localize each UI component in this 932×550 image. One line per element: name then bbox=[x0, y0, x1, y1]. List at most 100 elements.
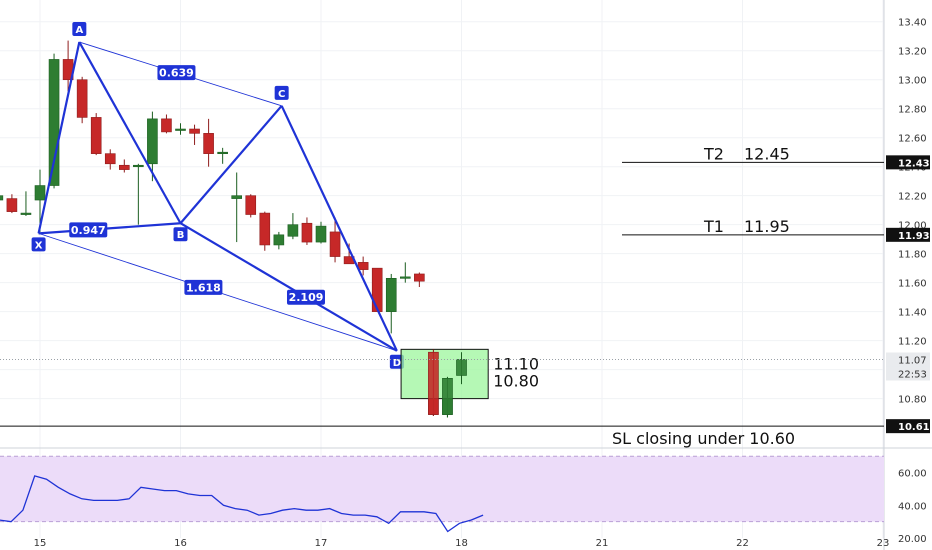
candle-body bbox=[428, 351, 439, 415]
pattern-leg bbox=[37, 41, 81, 234]
candle-body bbox=[147, 118, 158, 165]
target-name: T2 bbox=[703, 144, 724, 163]
candle-body bbox=[456, 359, 467, 376]
time-tick-label: 21 bbox=[596, 538, 609, 549]
price-tick-label: 11.20 bbox=[898, 337, 927, 348]
pattern-point-label: X bbox=[35, 240, 43, 251]
time-tick-label: 15 bbox=[34, 538, 47, 549]
price-tick-label: 12.00 bbox=[898, 221, 927, 232]
zone-lower-label: 10.80 bbox=[493, 371, 539, 390]
time-tick-label: 23 bbox=[877, 538, 890, 549]
candle-body bbox=[231, 195, 242, 199]
candle-body bbox=[133, 164, 144, 168]
candle-body bbox=[175, 128, 186, 131]
stop-price-tag-text: 10.61 bbox=[898, 422, 930, 433]
ratio-label: 1.618 bbox=[186, 281, 221, 294]
pattern-point-label: D bbox=[393, 358, 401, 369]
candle-body bbox=[217, 151, 228, 154]
candle-body bbox=[245, 195, 257, 215]
pattern-point-label: B bbox=[177, 230, 185, 241]
ratio-badge bbox=[184, 279, 223, 295]
oscillator-tick-label: 20.00 bbox=[898, 534, 927, 545]
stop-price-tag bbox=[886, 419, 930, 434]
current-price-tag-timer-text: 22:53 bbox=[898, 369, 927, 380]
ratio-badge bbox=[286, 289, 325, 305]
candle-body bbox=[48, 59, 60, 186]
price-tick-label: 11.80 bbox=[898, 250, 927, 261]
candle-body bbox=[189, 128, 200, 134]
target-price-tag bbox=[886, 227, 930, 242]
price-tick-label: 12.20 bbox=[898, 192, 927, 203]
oscillator-band bbox=[0, 456, 884, 522]
candle-body bbox=[20, 212, 32, 215]
pattern-point-badge bbox=[31, 237, 46, 252]
axes: 13.4013.2013.0012.8012.6012.4012.2012.00… bbox=[34, 18, 930, 549]
pattern-point-label: A bbox=[75, 25, 83, 36]
time-tick-label: 17 bbox=[315, 538, 328, 549]
candle-body bbox=[90, 117, 102, 154]
current-price-tag-text: 11.07 bbox=[898, 355, 927, 366]
harmonic-pattern: 0.639 0.947 1.618 2.109 X A B C D bbox=[31, 22, 404, 369]
candle-body bbox=[371, 267, 383, 312]
time-tick-label: 22 bbox=[736, 538, 749, 549]
target-price-tag-text: 12.43 bbox=[898, 158, 930, 169]
ratio-label: 2.109 bbox=[289, 291, 324, 304]
pattern-leg bbox=[280, 105, 398, 352]
pattern-leg bbox=[179, 105, 283, 224]
pattern-point-badge bbox=[389, 354, 404, 369]
stop-label: SL closing under 10.60 bbox=[612, 429, 795, 448]
candle-body bbox=[385, 278, 397, 312]
price-tick-label: 11.60 bbox=[898, 279, 927, 290]
price-tick-label: 12.80 bbox=[898, 105, 927, 116]
candle-body bbox=[399, 276, 411, 279]
oscillator-tick-label: 40.00 bbox=[898, 501, 927, 512]
candle-body bbox=[315, 225, 327, 243]
target-name: T1 bbox=[703, 217, 724, 236]
price-tick-label: 13.00 bbox=[898, 76, 927, 87]
candles bbox=[0, 40, 467, 418]
candle-body bbox=[273, 234, 285, 246]
target-price-tag-text: 11.93 bbox=[898, 231, 930, 242]
pattern-point-badge bbox=[72, 22, 87, 37]
current-price-tag bbox=[886, 352, 930, 367]
candle-body bbox=[161, 118, 172, 133]
target-value: 11.95 bbox=[744, 217, 790, 236]
candle-body bbox=[357, 262, 369, 270]
ratio-label: 0.947 bbox=[71, 224, 106, 237]
pattern-point-badge bbox=[274, 85, 289, 100]
oscillator-line bbox=[0, 475, 484, 533]
price-tick-label: 13.20 bbox=[898, 47, 927, 58]
candle-body bbox=[119, 164, 130, 170]
candle-body bbox=[329, 231, 341, 257]
candle-body bbox=[203, 133, 214, 154]
oscillator-tick-label: 60.00 bbox=[898, 469, 927, 480]
target-value: 12.45 bbox=[744, 144, 790, 163]
oscillator-pane bbox=[0, 455, 884, 533]
candle-body bbox=[287, 224, 299, 237]
pattern-leg bbox=[38, 222, 181, 235]
pattern-leg bbox=[179, 222, 398, 352]
pattern-point-label: C bbox=[278, 89, 285, 100]
candle-body bbox=[104, 153, 116, 165]
candle-body bbox=[0, 195, 4, 201]
price-tick-label: 12.60 bbox=[898, 134, 927, 145]
price-tick-label: 13.40 bbox=[898, 18, 927, 29]
candle-body bbox=[76, 79, 88, 118]
candle-body bbox=[414, 273, 425, 282]
price-tick-label: 11.40 bbox=[898, 308, 927, 319]
time-tick-label: 16 bbox=[174, 538, 187, 549]
ratio-label: 0.639 bbox=[159, 67, 194, 80]
ratio-badge bbox=[157, 65, 196, 81]
ratio-badge bbox=[69, 222, 108, 238]
candle-body bbox=[442, 378, 453, 415]
price-tick-label: 10.80 bbox=[898, 395, 927, 406]
pattern-point-badge bbox=[173, 227, 188, 242]
candle-body bbox=[301, 222, 313, 243]
candle-body bbox=[259, 212, 271, 246]
pattern-leg bbox=[78, 41, 182, 224]
candle-body bbox=[6, 198, 18, 212]
current-price-tag-timer bbox=[886, 366, 930, 381]
time-tick-label: 18 bbox=[455, 538, 468, 549]
